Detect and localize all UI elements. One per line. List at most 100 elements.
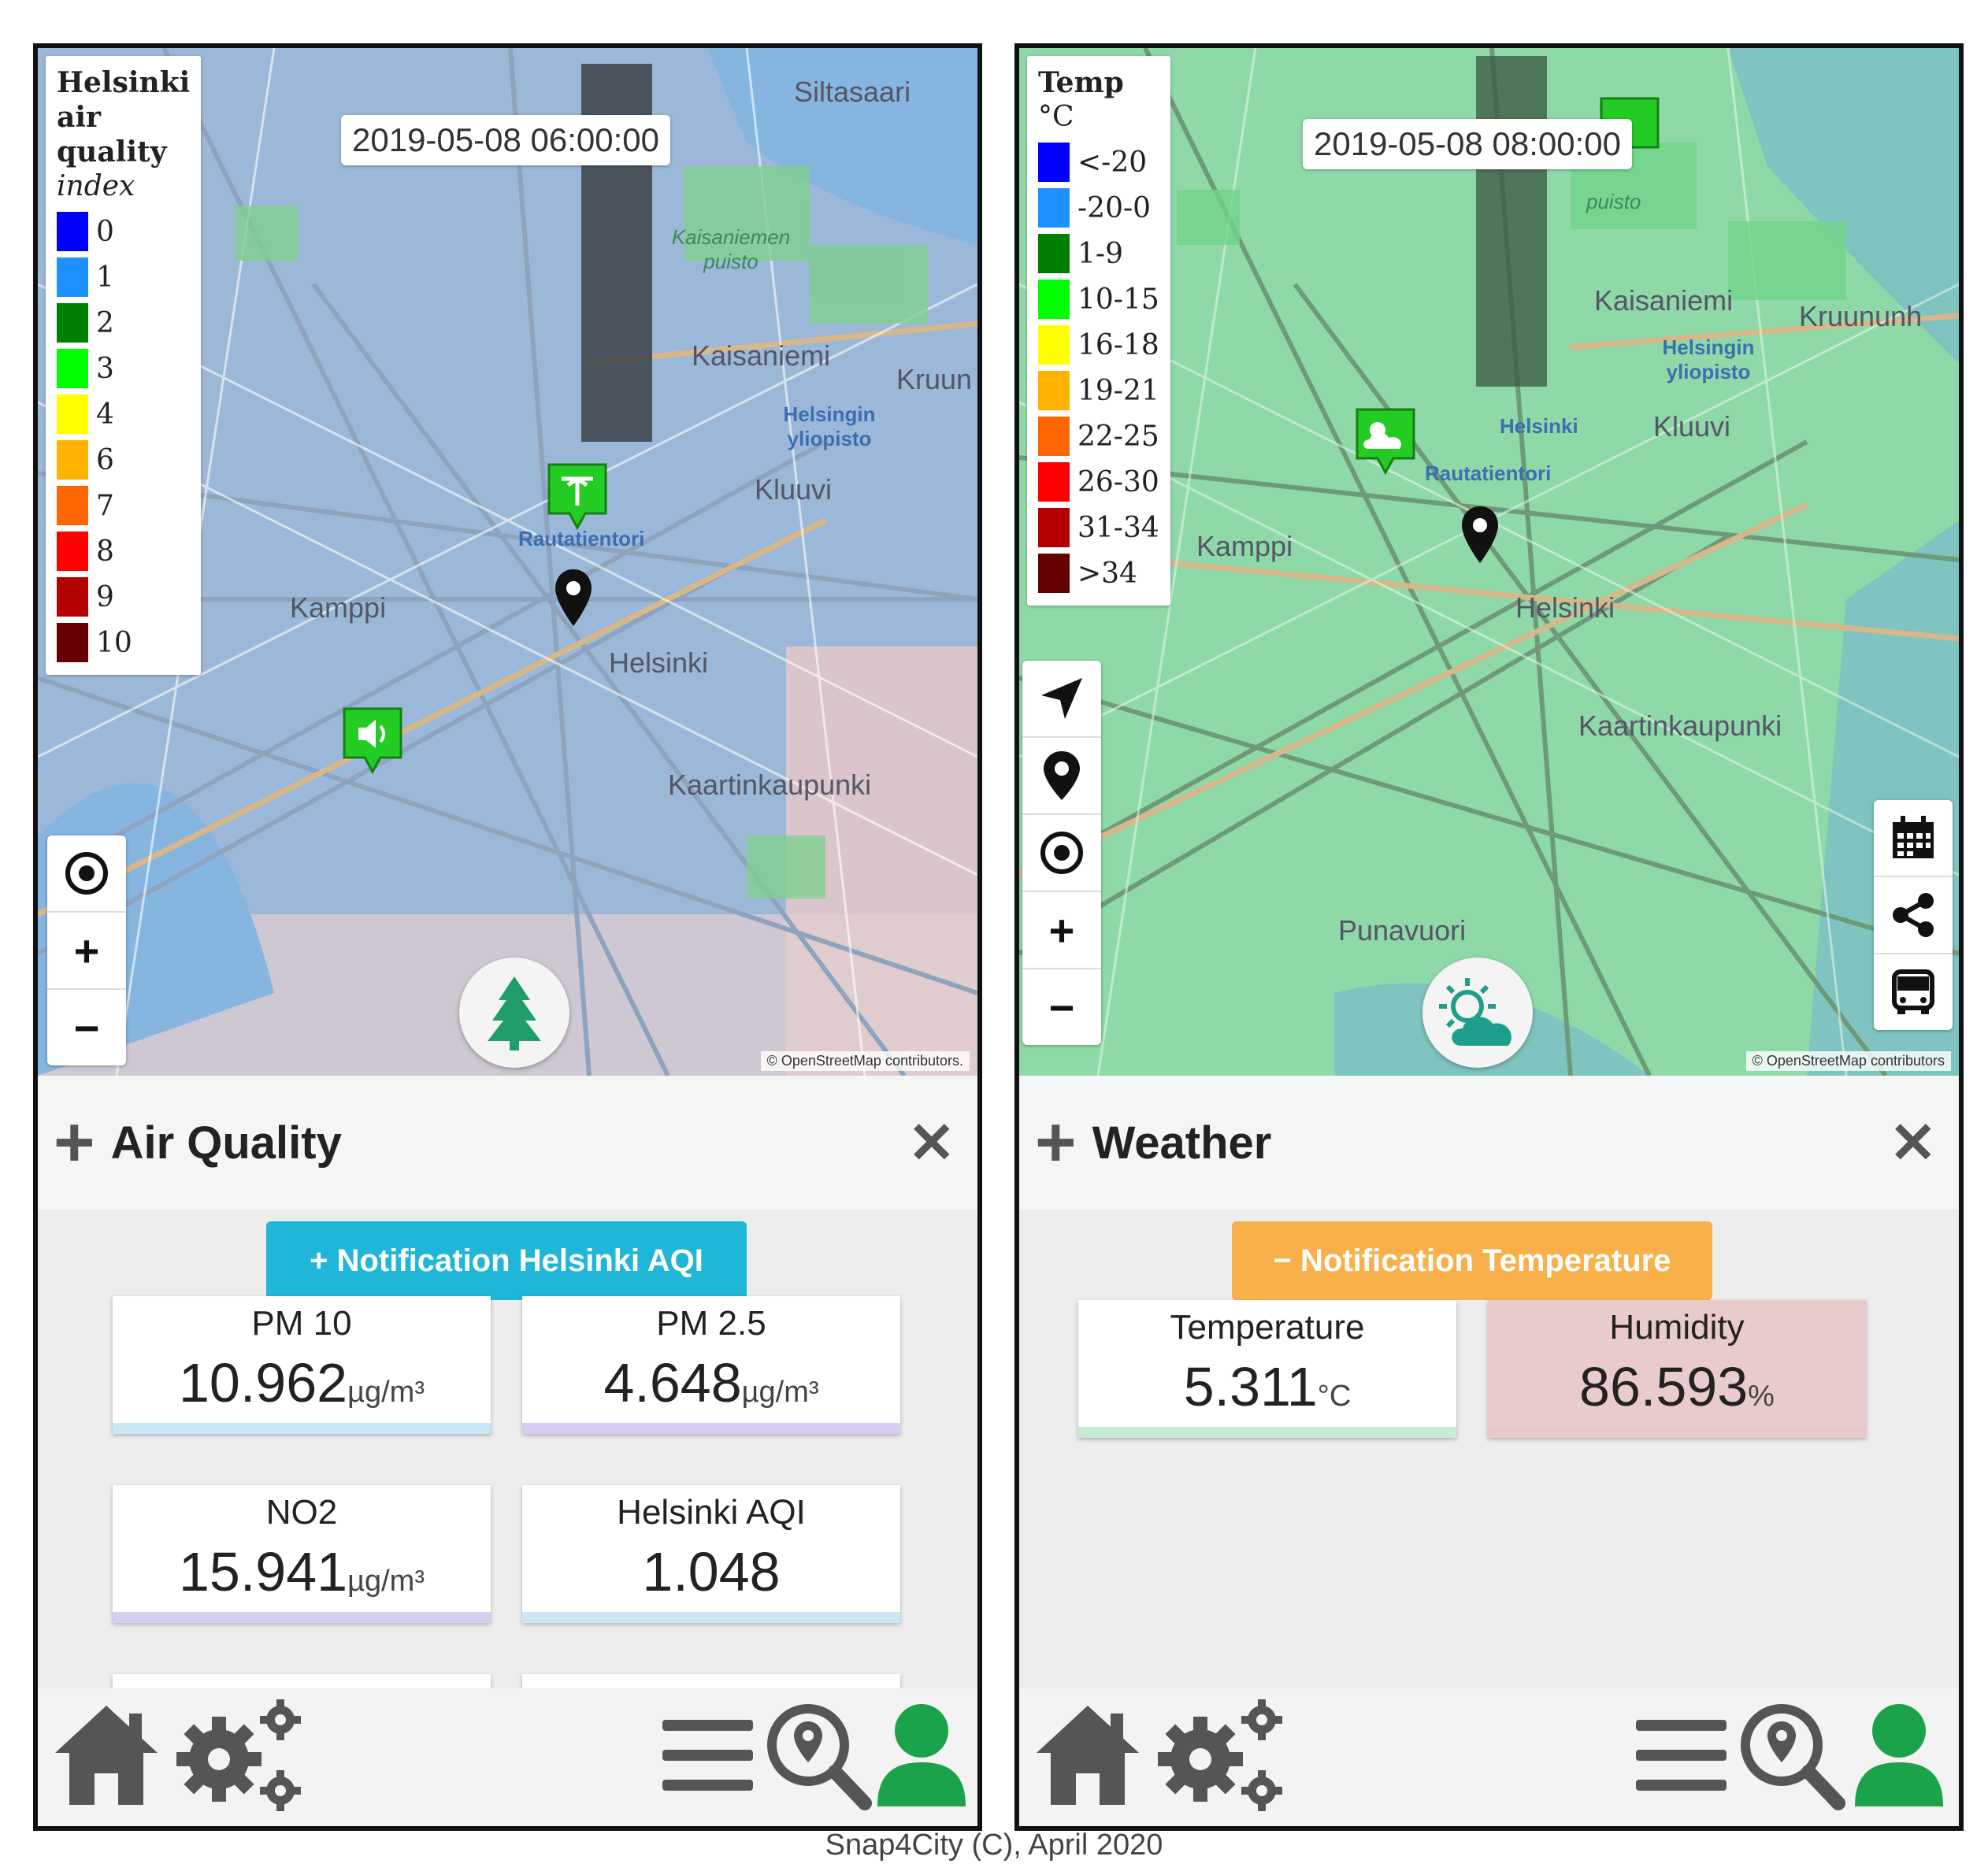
map-label: Kluuvi <box>755 473 833 506</box>
legend-item: 8 <box>57 528 190 574</box>
legend-label: 7 <box>96 489 114 522</box>
legend-label: 19-21 <box>1077 374 1159 407</box>
metric-label: NO2 <box>265 1493 338 1532</box>
noise-marker[interactable] <box>341 706 404 780</box>
user-button[interactable] <box>1850 1696 1949 1818</box>
zoom-out-button[interactable]: − <box>1048 982 1075 1032</box>
home-button[interactable] <box>1029 1696 1147 1818</box>
metric-label: PM 2.5 <box>656 1304 766 1343</box>
notification-button[interactable]: − Notification Temperature <box>1232 1221 1712 1300</box>
close-icon[interactable]: ✕ <box>907 1112 955 1175</box>
air-quality-map[interactable]: Helsinki air quality index 0 1 2 3 4 6 7 8 9 10 2… <box>38 48 977 1076</box>
search-map-button[interactable] <box>762 1696 873 1818</box>
legend-unit: index <box>57 170 135 202</box>
air-quality-screen: Helsinki air quality index 0 1 2 3 4 6 7 8 9 10 2… <box>33 43 982 1831</box>
navigation-arrow-icon <box>1041 678 1082 719</box>
legend-item: 22-25 <box>1038 413 1159 459</box>
weather-map[interactable]: Temp °C <-20 -20-0 1-9 10-15 16-18 19-21 22-25… <box>1019 48 1959 1076</box>
metric-label: Temperature <box>1170 1308 1365 1347</box>
metric-bar <box>1488 1427 1866 1438</box>
legend-title: Temp <box>1038 66 1124 99</box>
legend-item: 31-34 <box>1038 505 1159 550</box>
map-label: Kaartinkaupunki <box>1578 709 1782 742</box>
map-attribution: © OpenStreetMap contributors. <box>760 1051 970 1071</box>
timestamp: 2019-05-08 06:00:00 <box>341 115 670 165</box>
legend-label: 6 <box>96 443 114 476</box>
home-icon <box>1037 1706 1139 1805</box>
map-label-small: Helsinki <box>1500 414 1578 438</box>
legend-swatch <box>1038 462 1070 502</box>
close-icon[interactable]: ✕ <box>1889 1112 1937 1175</box>
metric-card-humidity: Humidity 86.593% <box>1488 1300 1866 1438</box>
cloud-sun-marker-icon <box>1356 408 1415 476</box>
home-button[interactable] <box>47 1696 165 1818</box>
legend-label: 3 <box>96 352 114 385</box>
settings-button[interactable] <box>172 1696 306 1818</box>
metric-card-temperature: Temperature 5.311°C <box>1078 1300 1456 1438</box>
user-button[interactable] <box>873 1696 971 1818</box>
legend-swatch <box>57 486 88 525</box>
bus-button[interactable] <box>1874 954 1953 1030</box>
map-label: Kruununh <box>1799 300 1923 332</box>
legend-label: 31-34 <box>1077 511 1159 544</box>
temp-legend: Temp °C <-20 -20-0 1-9 10-15 16-18 19-21 22-25… <box>1027 56 1170 606</box>
calendar-button[interactable] <box>1874 800 1953 877</box>
sensor-marker[interactable] <box>546 461 609 536</box>
locate-button[interactable] <box>47 835 126 913</box>
legend-swatch <box>1038 325 1070 365</box>
zoom-in-button[interactable]: + <box>47 913 126 990</box>
notification-button[interactable]: + Notification Helsinki AQI <box>266 1221 747 1300</box>
expand-icon[interactable]: + <box>1035 1103 1077 1182</box>
legend-label: >34 <box>1077 557 1137 590</box>
panel-header: + Weather ✕ <box>1019 1076 1959 1210</box>
share-button[interactable] <box>1874 877 1953 954</box>
legend-swatch <box>57 532 88 571</box>
weather-layer-button[interactable] <box>1422 958 1533 1068</box>
zoom-out-button[interactable]: − <box>73 1002 100 1053</box>
legend-swatch <box>57 440 88 480</box>
legend-label: 26-30 <box>1077 465 1159 498</box>
legend-item: 26-30 <box>1038 459 1159 505</box>
target-icon <box>1040 832 1083 874</box>
pin-button[interactable] <box>1022 738 1101 815</box>
legend-unit: °C <box>1038 101 1074 133</box>
air-quality-layer-button[interactable] <box>459 958 569 1068</box>
menu-button[interactable] <box>656 1696 758 1818</box>
legend-swatch <box>57 349 88 388</box>
legend-label: 22-25 <box>1077 420 1159 453</box>
location-pin[interactable] <box>1460 505 1500 569</box>
map-label-small: puisto <box>1586 190 1641 213</box>
zoom-in-button[interactable]: + <box>1022 892 1101 969</box>
legend-swatch <box>1038 508 1070 547</box>
navigate-button[interactable] <box>1022 661 1101 738</box>
weather-marker[interactable] <box>1354 406 1417 481</box>
timestamp: 2019-05-08 08:00:00 <box>1303 119 1632 169</box>
gears-icon <box>1158 1699 1282 1811</box>
map-label: Kruun <box>896 363 973 395</box>
legend-label: 9 <box>96 580 114 613</box>
search-map-button[interactable] <box>1736 1696 1846 1818</box>
map-label: Siltasaari <box>794 76 911 108</box>
legend-item: 16-18 <box>1038 322 1159 368</box>
bus-icon <box>1892 969 1934 1014</box>
legend-swatch <box>57 577 88 617</box>
home-icon <box>55 1706 158 1805</box>
metric-label: Helsinki AQI <box>617 1493 806 1532</box>
legend-label: 10 <box>96 626 132 659</box>
legend-swatch <box>57 623 88 662</box>
legend-label: 4 <box>96 398 114 431</box>
legend-item: 6 <box>57 437 190 483</box>
legend-label: 2 <box>96 306 114 339</box>
search-location-icon <box>1741 1704 1845 1810</box>
location-pin[interactable] <box>554 568 593 632</box>
locate-button[interactable] <box>1022 815 1101 892</box>
bottom-nav <box>38 1688 977 1826</box>
expand-icon[interactable]: + <box>54 1103 95 1182</box>
legend-item: 10 <box>57 620 190 665</box>
pin-icon <box>1462 506 1498 563</box>
menu-icon <box>662 1720 753 1791</box>
menu-button[interactable] <box>1630 1696 1732 1818</box>
map-label: Kaartinkaupunki <box>668 769 872 801</box>
map-label-small: Kaisaniemen puisto <box>671 225 791 273</box>
settings-button[interactable] <box>1153 1696 1287 1818</box>
